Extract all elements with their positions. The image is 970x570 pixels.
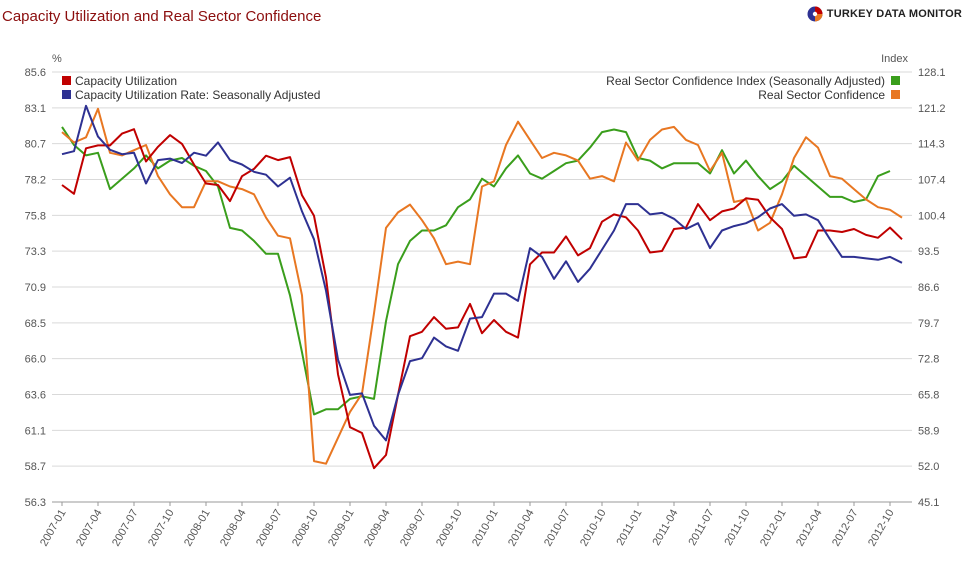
right-tick-label: 107.4 [918, 175, 946, 187]
left-tick-label: 83.1 [25, 103, 46, 115]
x-tick-label: 2010-04 [506, 508, 537, 549]
left-tick-label: 66.0 [25, 354, 46, 366]
left-tick-label: 61.1 [25, 425, 46, 437]
right-tick-label: 128.1 [918, 67, 946, 79]
x-tick-label: 2012-04 [794, 508, 825, 549]
x-tick-label: 2011-01 [614, 508, 644, 548]
left-tick-label: 78.2 [25, 175, 46, 187]
right-axis-ticks: 45.1 52.0 58.9 65.8 72.8 79.7 86.6 93.5 100.4 107… [918, 67, 946, 509]
right-tick-label: 65.8 [918, 390, 939, 402]
left-axis-unit: % [52, 53, 62, 65]
x-tick-label: 2008-04 [218, 508, 249, 549]
x-tick-label: 2008-07 [254, 508, 285, 549]
right-tick-label: 52.0 [918, 461, 939, 473]
x-tick-label: 2009-07 [398, 508, 429, 549]
left-tick-label: 70.9 [25, 282, 46, 294]
globe-logo-icon [807, 6, 823, 22]
x-tick-label: 2012-10 [866, 508, 897, 549]
x-tick-label: 2007-07 [110, 508, 141, 549]
right-tick-label: 114.3 [918, 139, 945, 151]
x-tick-label: 2010-01 [470, 508, 501, 549]
brand: TURKEY DATA MONITOR [807, 6, 962, 22]
left-tick-label: 73.3 [25, 246, 46, 258]
x-tick-label: 2011-10 [722, 508, 752, 548]
right-tick-label: 72.8 [918, 354, 939, 366]
x-tick-label: 2011-04 [650, 508, 680, 548]
legend-label: Real Sector Confidence Index (Seasonally… [606, 74, 885, 88]
x-tick-label: 2009-04 [362, 508, 393, 549]
left-tick-label: 80.7 [25, 139, 46, 151]
right-tick-label: 100.4 [918, 210, 946, 222]
left-axis-ticks: 56.3 58.7 61.1 63.6 66.0 68.5 70.9 73.3 75.8 78.2… [25, 67, 46, 509]
x-tick-label: 2010-10 [578, 508, 609, 549]
series-line [61, 107, 903, 465]
brand-name: TURKEY DATA MONITOR [826, 8, 962, 20]
left-tick-label: 85.6 [25, 67, 46, 79]
x-axis-ticks: 2007-01 2007-04 2007-07 2007-10 2008-01 2008-… [38, 502, 897, 548]
right-tick-label: 121.2 [918, 103, 946, 115]
x-tick-label: 2008-10 [290, 508, 321, 549]
x-tick-label: 2009-01 [326, 508, 357, 549]
left-tick-label: 58.7 [25, 461, 46, 473]
legend-label: Real Sector Confidence [758, 88, 885, 102]
series-line [61, 104, 903, 442]
legend-swatch [62, 76, 71, 85]
x-tick-label: 2009-10 [434, 508, 465, 549]
right-tick-label: 86.6 [918, 282, 939, 294]
left-tick-label: 63.6 [25, 390, 46, 402]
x-tick-label: 2010-07 [542, 508, 573, 549]
right-tick-label: 93.5 [918, 246, 939, 258]
legend-label: Capacity Utilization [75, 74, 177, 88]
series-line [61, 126, 891, 416]
right-axis-unit: Index [881, 53, 908, 65]
right-tick-label: 45.1 [918, 497, 939, 509]
x-tick-label: 2007-01 [38, 508, 69, 549]
left-tick-label: 56.3 [25, 497, 46, 509]
x-tick-label: 2008-01 [182, 508, 213, 549]
x-tick-label: 2012-01 [758, 508, 789, 549]
x-tick-label: 2007-10 [146, 508, 177, 549]
left-tick-label: 68.5 [25, 318, 46, 330]
x-tick-label: 2007-04 [74, 508, 105, 549]
series-line [61, 128, 903, 470]
legend-swatch [891, 76, 900, 85]
right-tick-label: 58.9 [918, 425, 939, 437]
legend-swatch [891, 90, 900, 99]
series-lines [61, 104, 903, 470]
right-tick-label: 79.7 [918, 318, 939, 330]
x-tick-label: 2012-07 [830, 508, 861, 549]
left-tick-label: 75.8 [25, 210, 46, 222]
chart-title: Capacity Utilization and Real Sector Con… [2, 8, 322, 25]
legend-label: Capacity Utilization Rate: Seasonally Ad… [75, 88, 320, 102]
grid-lines [52, 71, 912, 503]
legend-swatch [62, 90, 71, 99]
x-tick-label: 2011-07 [686, 508, 716, 548]
